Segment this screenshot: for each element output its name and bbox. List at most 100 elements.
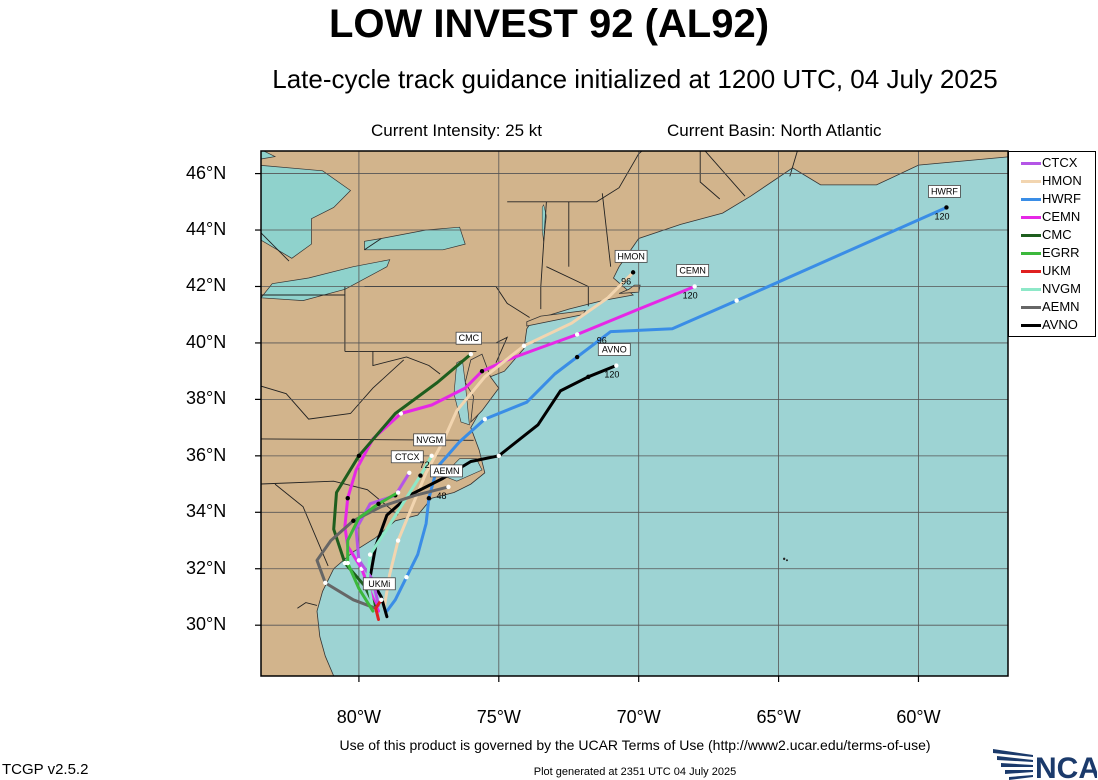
track-hour-aemn: 48 bbox=[436, 491, 446, 501]
map-frame: HWRF12096CEMN120HMON96AVNO120CMCCTCXNVGM… bbox=[261, 140, 1011, 676]
track-point-hwrf bbox=[944, 205, 949, 210]
track-point-nvgm bbox=[418, 473, 423, 478]
legend-item-ctcx: CTCX bbox=[1009, 155, 1097, 172]
legend-label: UKM bbox=[1042, 263, 1071, 278]
state-border-11 bbox=[372, 351, 441, 375]
track-point-nvgm bbox=[367, 552, 373, 557]
track-point-cemn bbox=[398, 411, 404, 416]
legend-item-avno: AVNO bbox=[1009, 317, 1097, 334]
track-line-aemn bbox=[315, 485, 450, 610]
state-border-18 bbox=[261, 232, 290, 262]
legend-swatch bbox=[1021, 216, 1041, 219]
track-hour-avno: 120 bbox=[604, 370, 619, 380]
track-point-hmon bbox=[630, 270, 636, 275]
bermuda-island bbox=[782, 557, 786, 561]
track-line-hmon bbox=[382, 270, 635, 610]
track-point-avno bbox=[586, 374, 591, 380]
legend-label: NVGM bbox=[1042, 281, 1081, 296]
track-label-box-avno bbox=[597, 343, 631, 356]
lat-label: 42°N bbox=[186, 275, 227, 296]
state-border-16 bbox=[297, 602, 318, 609]
track-point-hwrf bbox=[734, 298, 739, 303]
legend-swatch bbox=[1021, 180, 1041, 183]
state-border-9 bbox=[507, 151, 643, 203]
legend-swatch bbox=[1021, 198, 1041, 201]
track-label-hwrf: HWRF bbox=[931, 186, 958, 196]
legend-swatch bbox=[1021, 306, 1041, 309]
track-label-ctcx: CTCX bbox=[395, 452, 420, 462]
state-border-10 bbox=[699, 151, 721, 200]
track-line-hwrf bbox=[385, 206, 948, 613]
track-point-avno bbox=[614, 363, 619, 368]
state-border-15 bbox=[274, 483, 329, 567]
legend-item-ukm: UKM bbox=[1009, 263, 1097, 280]
lat-label: 30°N bbox=[186, 614, 227, 635]
lat-label: 40°N bbox=[186, 331, 227, 352]
lon-label: 60°W bbox=[896, 707, 941, 727]
track-point-hwrf bbox=[404, 575, 409, 580]
map-border bbox=[260, 150, 1009, 677]
legend-swatch bbox=[1021, 162, 1041, 165]
track-point-hmon bbox=[395, 538, 401, 543]
lake-superior bbox=[261, 151, 277, 160]
ncar-logo: NCAR bbox=[993, 749, 1097, 780]
legend-item-aemn: AEMN bbox=[1009, 299, 1097, 316]
lat-label: 46°N bbox=[186, 162, 227, 183]
page-subtitle: Late-cycle track guidance initialized at… bbox=[272, 64, 998, 94]
track-point-hwrf bbox=[426, 495, 432, 501]
legend-label: AVNO bbox=[1042, 317, 1078, 332]
track-point-hwrf bbox=[574, 354, 580, 360]
track-hmon: HMON 96 bbox=[382, 249, 648, 610]
lon-label: 80°W bbox=[336, 707, 382, 727]
lat-label: 44°N bbox=[186, 219, 227, 240]
track-cemn: CEMN 120 bbox=[343, 264, 710, 613]
track-layer: HWRF12096CEMN120HMON96AVNO120CMCCTCXNVGM… bbox=[315, 185, 961, 621]
state-border-19 bbox=[789, 151, 798, 177]
track-point-aemn bbox=[446, 484, 451, 490]
legend-item-hwrf: HWRF bbox=[1009, 191, 1097, 208]
lon-label: 65°W bbox=[756, 707, 801, 727]
track-point-cmc bbox=[356, 453, 362, 459]
legend-item-nvgm: NVGM bbox=[1009, 281, 1097, 298]
track-label-nvgm: NVGM bbox=[416, 435, 443, 445]
legend-item-cmc: CMC bbox=[1009, 227, 1097, 244]
legend-label: CTCX bbox=[1042, 155, 1078, 170]
legend-label: CMC bbox=[1042, 227, 1072, 242]
track-label-box-cmc bbox=[455, 331, 482, 345]
track-line-ukm bbox=[374, 598, 383, 621]
legend-label: AEMN bbox=[1042, 299, 1080, 314]
track-point-nvgm bbox=[429, 453, 434, 459]
land-cape-cod bbox=[618, 284, 641, 294]
track-label-box-nvgm bbox=[413, 433, 447, 447]
track-label-cmc: CMC bbox=[459, 333, 480, 343]
track-point-ukm bbox=[379, 597, 384, 602]
page-title: LOW INVEST 92 (AL92) bbox=[328, 2, 770, 46]
track-label-hmon: HMON bbox=[617, 251, 645, 261]
state-border-17 bbox=[364, 238, 382, 251]
track-point-ctcx bbox=[407, 470, 412, 475]
track-hour-hmon: 96 bbox=[621, 276, 631, 286]
current-basin: Current Basin: North Atlantic bbox=[667, 121, 882, 140]
track-point-cemn bbox=[574, 332, 580, 337]
track-hour-hwrf: 120 bbox=[934, 211, 949, 221]
track-point-aemn bbox=[351, 518, 356, 523]
state-border-12 bbox=[261, 359, 405, 420]
track-point-egrr bbox=[345, 560, 350, 566]
lon-label: 75°W bbox=[476, 707, 521, 727]
bermuda-island-2 bbox=[785, 559, 788, 562]
legend: CTCX HMON HWRF CEMN CMC EGRR UKM NVGM AEMN AVNO bbox=[1008, 151, 1096, 337]
land-newfoundland bbox=[933, 140, 1011, 149]
lat-label: 34°N bbox=[186, 501, 227, 522]
lat-label: 36°N bbox=[186, 444, 227, 465]
track-point-cemn bbox=[345, 495, 350, 501]
lon-label: 70°W bbox=[616, 707, 661, 727]
track-point-hmon bbox=[521, 343, 527, 348]
track-hwrf: HWRF 120 96 bbox=[385, 185, 961, 613]
lake-huron bbox=[261, 164, 352, 259]
legend-label: EGRR bbox=[1042, 245, 1080, 260]
track-hour-cemn: 120 bbox=[683, 290, 698, 300]
track-point-hwrf bbox=[482, 416, 488, 422]
legend-label: HWRF bbox=[1042, 191, 1081, 206]
track-point-ctcx bbox=[356, 558, 362, 563]
legend-label: CEMN bbox=[1042, 209, 1081, 224]
